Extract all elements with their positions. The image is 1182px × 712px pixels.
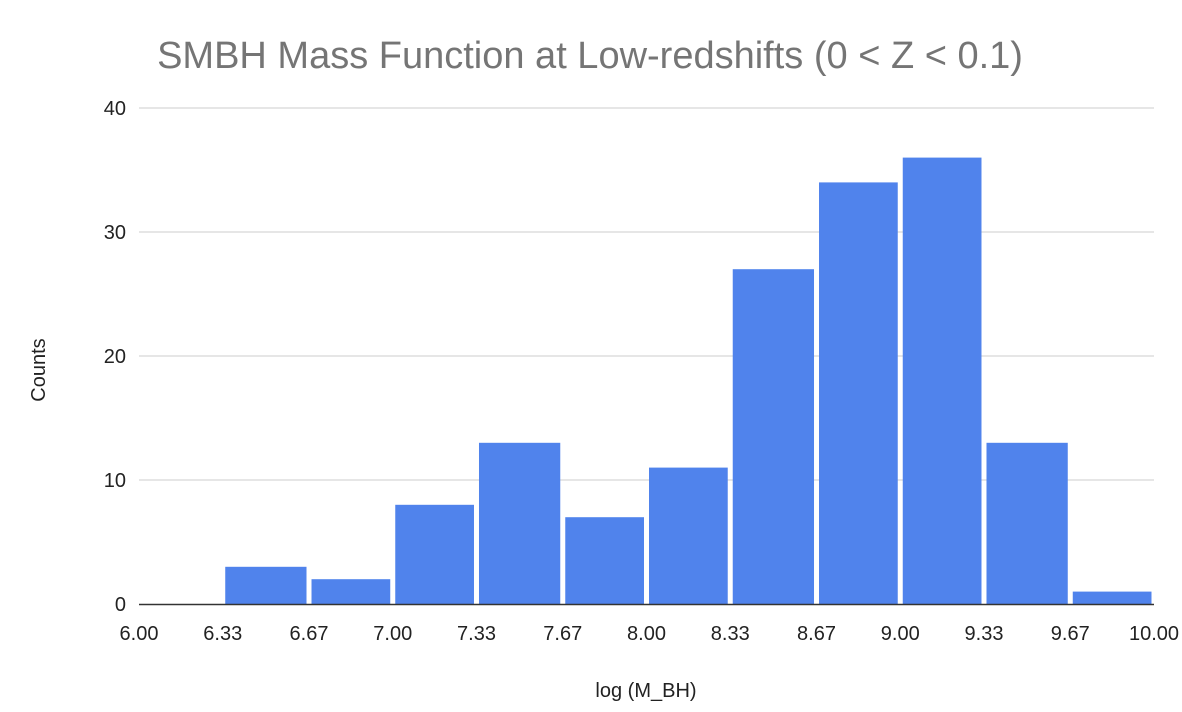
gridlines — [139, 107, 1154, 481]
x-tick-label: 7.67 — [543, 623, 582, 645]
x-tick-label: 10.00 — [1129, 623, 1179, 645]
histogram-bar — [819, 182, 898, 604]
x-tick-label: 8.33 — [711, 623, 750, 645]
histogram-bar — [732, 269, 815, 604]
histogram-bar — [225, 566, 307, 604]
x-axis-label: log (M_BH) — [595, 680, 696, 702]
x-tick-label: 9.67 — [1051, 623, 1090, 645]
histogram-bar — [565, 517, 644, 604]
x-tick-label: 6.33 — [203, 623, 242, 645]
y-tick-label: 30 — [104, 222, 126, 244]
y-axis-label: Counts — [28, 338, 50, 401]
histogram-bar — [395, 504, 474, 604]
x-axis-ticks: 6.00 6.33 6.67 7.00 7.33 7.67 8.00 8.33 8.67 9.00… — [120, 623, 1180, 645]
x-tick-label: 9.33 — [965, 623, 1004, 645]
chart-title: SMBH Mass Function at Low-redshifts (0 <… — [157, 35, 1023, 77]
bars — [225, 157, 1152, 604]
y-tick-label: 10 — [104, 470, 126, 492]
y-axis-ticks: 0 10 20 30 40 — [104, 98, 126, 616]
x-tick-label: 8.67 — [797, 623, 836, 645]
histogram-bar — [478, 442, 561, 604]
y-tick-label: 20 — [104, 346, 126, 368]
x-tick-label: 6.67 — [290, 623, 329, 645]
y-tick-label: 40 — [104, 98, 126, 120]
x-tick-label: 8.00 — [627, 623, 666, 645]
x-tick-label: 6.00 — [120, 623, 159, 645]
x-tick-label: 7.00 — [373, 623, 412, 645]
histogram-bar — [1072, 591, 1152, 604]
x-tick-label: 7.33 — [457, 623, 496, 645]
histogram-bar — [986, 442, 1068, 604]
histogram-bar — [902, 157, 982, 604]
y-tick-label: 0 — [115, 594, 126, 616]
histogram-bar — [311, 579, 391, 604]
histogram-bar — [649, 467, 728, 604]
x-tick-label: 9.00 — [881, 623, 920, 645]
